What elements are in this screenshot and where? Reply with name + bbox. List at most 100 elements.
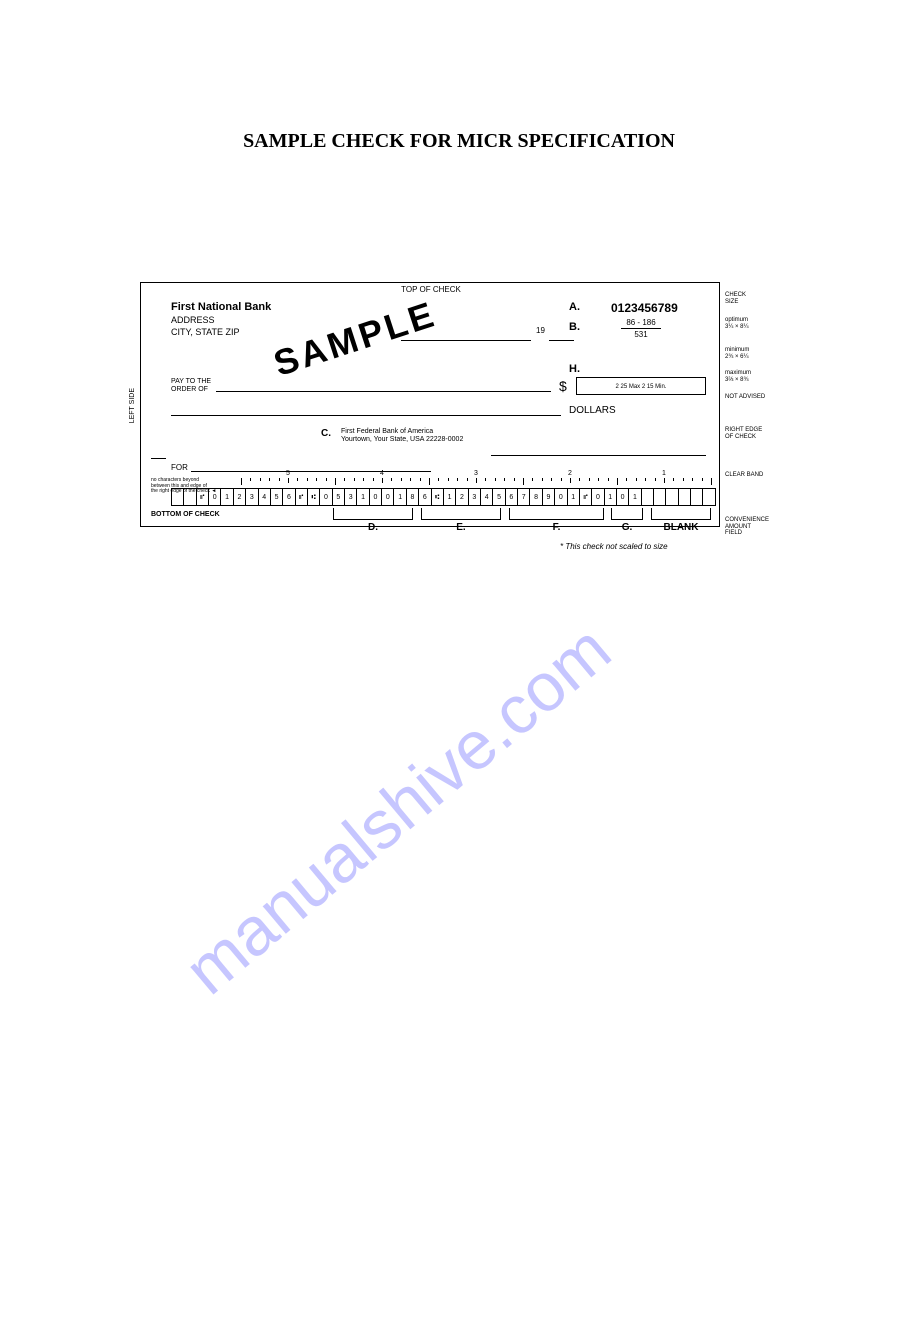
micr-cell: ⑈	[580, 489, 592, 505]
ruler-tick	[429, 478, 430, 485]
micr-cell: ⑆	[432, 489, 444, 505]
ruler-tick	[373, 478, 374, 481]
ruler-tick	[579, 478, 580, 481]
ruler-tick	[467, 478, 468, 481]
ruler-tick	[702, 478, 703, 481]
ruler-tick	[326, 478, 327, 481]
micr-cell: 1	[629, 489, 641, 505]
ruler-tick	[448, 478, 449, 481]
ruler-tick	[438, 478, 439, 481]
label-h: H.	[569, 363, 580, 375]
micr-cell	[654, 489, 666, 505]
dollar-sign: $	[559, 378, 567, 394]
ruler-tick	[354, 478, 355, 481]
maximum-size: maximum3⅔ × 8¾	[725, 370, 770, 383]
ruler-tick	[260, 478, 261, 481]
field-bracket	[611, 508, 643, 520]
right-edge-label: RIGHT EDGEOF CHECK	[725, 427, 770, 440]
field-bracket	[509, 508, 604, 520]
ruler-tick	[645, 478, 646, 481]
convenience-amount-box: ◄ 2 25 Max 2 15 Min. ►	[576, 377, 706, 395]
date-line	[401, 331, 531, 341]
ruler-tick	[598, 478, 599, 481]
micr-cell	[691, 489, 703, 505]
fraction-line	[621, 328, 661, 329]
micr-cell: ⑈	[197, 489, 209, 505]
optimum-size: optimum3¼ × 8¼	[725, 317, 770, 330]
ruler-tick	[551, 478, 552, 481]
micr-cell: 8	[407, 489, 419, 505]
ruler-tick	[401, 478, 402, 481]
ruler-tick	[420, 478, 421, 481]
ruler-tick	[288, 478, 289, 483]
check-border: TOP OF CHECK First National Bank ADDRESS…	[140, 282, 720, 527]
micr-cell: 6	[419, 489, 431, 505]
micr-cell	[666, 489, 678, 505]
micr-cell	[184, 489, 196, 505]
micr-cell: 4	[259, 489, 271, 505]
ruler-tick	[664, 478, 665, 483]
written-amount-line	[171, 415, 561, 416]
amount-box-text: 2 25 Max 2 15 Min.	[615, 384, 666, 390]
ruler-tick	[570, 478, 571, 483]
ruler-number: 3	[474, 470, 478, 477]
micr-cell	[679, 489, 691, 505]
field-bracket-label: BLANK	[651, 522, 711, 533]
micr-cell: 1	[221, 489, 233, 505]
micr-cell: 1	[568, 489, 580, 505]
bank-address-line: ADDRESS	[171, 315, 215, 325]
ruler-tick	[476, 478, 477, 483]
label-c: C.	[321, 428, 331, 439]
micr-cell: 2	[456, 489, 468, 505]
ruler-tick	[523, 478, 524, 485]
memo-line	[191, 471, 431, 472]
ruler-tick	[617, 478, 618, 485]
field-bracket-label: D.	[333, 522, 413, 533]
not-advised-label: NOT ADVISED	[725, 394, 770, 401]
ruler-tick	[382, 478, 383, 483]
micr-cell: 5	[493, 489, 505, 505]
micr-ruler: 54321	[241, 478, 711, 486]
ruler-tick	[626, 478, 627, 481]
micr-cell	[642, 489, 654, 505]
drawee-bank-name: First Federal Bank of America	[341, 428, 433, 435]
date-year-line	[549, 331, 574, 341]
date-century-prefix: 19	[536, 326, 545, 335]
pay-to-order-label: PAY TO THEORDER OF	[171, 378, 211, 393]
micr-cell: 7	[518, 489, 530, 505]
micr-cell: 2	[234, 489, 246, 505]
ruler-tick	[561, 478, 562, 481]
ruler-tick	[711, 478, 712, 485]
micr-cell: 5	[333, 489, 345, 505]
micr-cell: ⑆	[308, 489, 320, 505]
ruler-tick	[673, 478, 674, 481]
ruler-tick	[636, 478, 637, 481]
check-size-label: CHECKSIZE	[725, 292, 770, 305]
ruler-tick	[316, 478, 317, 481]
micr-cell: 6	[283, 489, 295, 505]
ruler-tick	[683, 478, 684, 481]
edge-marker	[151, 458, 166, 459]
ruler-tick	[485, 478, 486, 481]
ruler-tick	[542, 478, 543, 481]
ruler-number: 1	[662, 470, 666, 477]
ruler-tick	[692, 478, 693, 481]
ruler-tick	[589, 478, 590, 481]
payee-line	[216, 391, 551, 392]
ruler-tick	[297, 478, 298, 481]
scale-footnote: * This check not scaled to size	[560, 542, 668, 551]
field-brackets: D.E.F.G.BLANK	[141, 508, 721, 533]
micr-cell: ⑈	[296, 489, 308, 505]
ruler-tick	[532, 478, 533, 481]
field-bracket-label: E.	[421, 522, 501, 533]
micr-cell	[172, 489, 184, 505]
ruler-number: 2	[568, 470, 572, 477]
micr-cell: 0	[370, 489, 382, 505]
clear-band-label: CLEAR BAND	[725, 472, 770, 479]
ruler-tick	[335, 478, 336, 485]
signature-line	[491, 455, 706, 456]
convenience-label: CONVENIENCEAMOUNTFIELD	[725, 517, 770, 537]
field-bracket-label: G.	[611, 522, 643, 533]
ruler-tick	[241, 478, 242, 485]
drawer-bank-name: First National Bank	[171, 301, 271, 313]
